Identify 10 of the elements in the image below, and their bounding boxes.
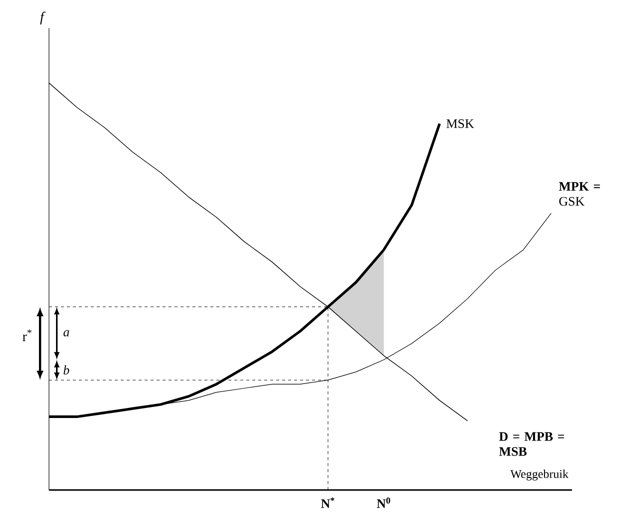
y-axis-title: f (40, 12, 46, 24)
series-label: MPK = GSK (558, 182, 600, 206)
x-tick-label: N$^{0}$ (376, 498, 390, 508)
series-label: MSK (446, 119, 474, 128)
annotation: b (64, 365, 70, 374)
text: r$^{*}$ (22, 330, 32, 342)
text: D = MPB = MSB (499, 432, 564, 456)
annotation: a (64, 330, 70, 336)
x-tick-label: N$^{*}$ (321, 498, 334, 508)
x-axis-title: Weggebruik (510, 470, 568, 480)
